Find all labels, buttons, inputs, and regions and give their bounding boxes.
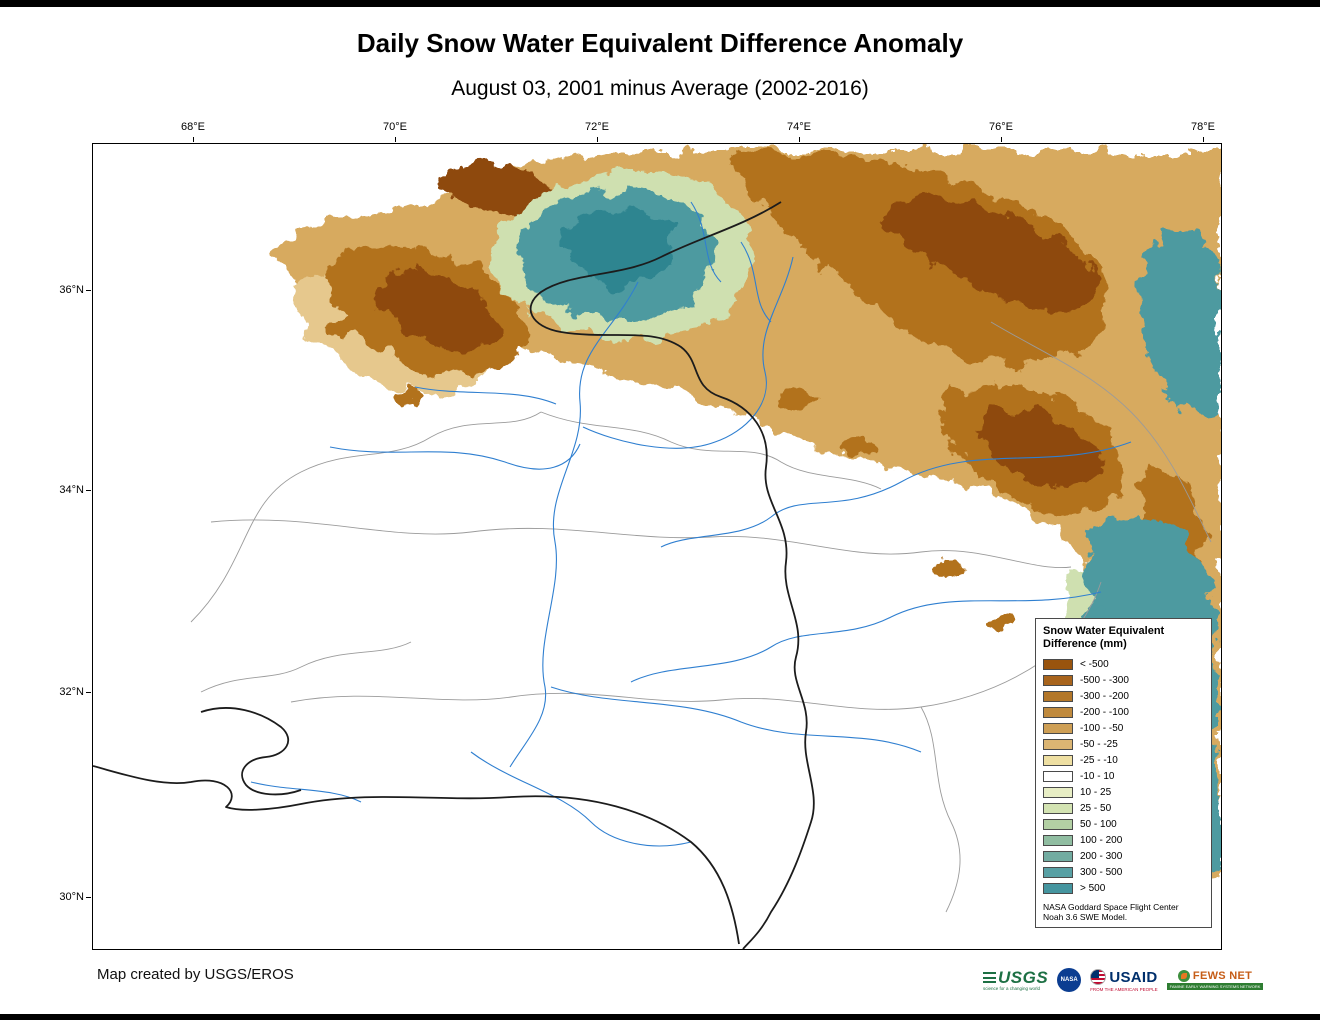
usgs-logo: USGS science for a changing world (983, 969, 1048, 991)
y-tick-mark (86, 897, 91, 898)
x-tick-mark (395, 137, 396, 142)
legend: Snow Water Equivalent Difference (mm) < … (1035, 618, 1212, 928)
legend-row: 200 - 300 (1043, 848, 1204, 864)
x-tick-mark (1001, 137, 1002, 142)
legend-swatch (1043, 738, 1073, 750)
y-tick-mark (86, 490, 91, 491)
legend-rows: < -500 -500 - -300 -300 - -200 -200 - -1… (1043, 656, 1204, 896)
boundaries-layer (93, 201, 815, 949)
watershed-lines-layer (190, 321, 1212, 913)
legend-label: -50 - -25 (1080, 738, 1118, 750)
nasa-logo: NASA (1057, 968, 1082, 992)
page-subtitle: August 03, 2001 minus Average (2002-2016… (451, 77, 869, 100)
nasa-logo-text: NASA (1060, 977, 1078, 983)
legend-swatch (1043, 850, 1073, 862)
rivers-layer (250, 201, 1132, 847)
x-tick-mark (597, 137, 598, 142)
legend-label: -25 - -10 (1080, 754, 1118, 766)
legend-row: > 500 (1043, 880, 1204, 896)
legend-row: 10 - 25 (1043, 784, 1204, 800)
usaid-tagline: FROM THE AMERICAN PEOPLE (1090, 986, 1158, 992)
x-tick-label: 74°E (787, 121, 811, 133)
page-title: Daily Snow Water Equivalent Difference A… (356, 28, 964, 58)
map-credit: Map created by USGS/EROS (97, 966, 294, 983)
x-tick-mark (1203, 137, 1204, 142)
usgs-tagline: science for a changing world (983, 986, 1041, 991)
legend-row: -10 - 10 (1043, 768, 1204, 784)
legend-row: 50 - 100 (1043, 816, 1204, 832)
fewsnet-banner: FAMINE EARLY WARNING SYSTEMS NETWORK (1166, 983, 1264, 990)
legend-label: < -500 (1080, 658, 1109, 670)
legend-row: -200 - -100 (1043, 704, 1204, 720)
y-tick-label: 36°N (59, 284, 84, 296)
bottom-border (0, 1014, 1320, 1020)
usgs-logo-text: USGS (998, 968, 1049, 987)
legend-label: -200 - -100 (1080, 706, 1129, 718)
legend-swatch (1043, 866, 1073, 878)
x-tick-mark (799, 137, 800, 142)
y-tick-label: 30°N (59, 891, 84, 903)
y-tick-label: 34°N (59, 484, 84, 496)
usaid-logo: USAID FROM THE AMERICAN PEOPLE (1090, 969, 1157, 992)
x-tick-label: 72°E (585, 121, 609, 133)
legend-row: 300 - 500 (1043, 864, 1204, 880)
legend-swatch (1043, 770, 1073, 782)
legend-label: -100 - -50 (1080, 722, 1124, 734)
legend-label: 50 - 100 (1080, 818, 1117, 830)
x-tick-label: 76°E (989, 121, 1013, 133)
legend-swatch (1043, 818, 1073, 830)
legend-swatch (1043, 706, 1073, 718)
legend-label: 25 - 50 (1080, 802, 1112, 814)
legend-label: 300 - 500 (1080, 866, 1123, 878)
legend-row: -25 - -10 (1043, 752, 1204, 768)
legend-label: -500 - -300 (1080, 674, 1129, 686)
legend-source: NASA Goddard Space Flight Center Noah 3.… (1043, 902, 1179, 922)
legend-swatch (1043, 786, 1073, 798)
map-frame: Snow Water Equivalent Difference (mm) < … (92, 143, 1222, 950)
usgs-wave-icon (983, 972, 996, 983)
x-tick-label: 78°E (1191, 121, 1215, 133)
legend-swatch (1043, 674, 1073, 686)
legend-swatch (1043, 754, 1073, 766)
legend-label: -10 - 10 (1080, 770, 1115, 782)
legend-swatch (1043, 690, 1073, 702)
legend-swatch (1043, 834, 1073, 846)
legend-label: -300 - -200 (1080, 690, 1129, 702)
legend-swatch (1043, 802, 1073, 814)
legend-label: 200 - 300 (1080, 850, 1123, 862)
usaid-flag-icon (1090, 969, 1107, 985)
logo-strip: USGS science for a changing world NASA U… (983, 958, 1264, 1002)
x-tick-label: 70°E (383, 121, 407, 133)
x-tick-mark (193, 137, 194, 142)
usaid-logo-text: USAID (1109, 968, 1158, 986)
legend-row: -100 - -50 (1043, 720, 1204, 736)
legend-swatch (1043, 882, 1073, 894)
legend-swatch (1043, 658, 1073, 670)
y-tick-mark (86, 290, 91, 291)
y-tick-label: 32°N (59, 686, 84, 698)
x-tick-label: 68°E (181, 121, 205, 133)
legend-row: < -500 (1043, 656, 1204, 672)
legend-row: -500 - -300 (1043, 672, 1204, 688)
legend-row: 100 - 200 (1043, 832, 1204, 848)
legend-label: 10 - 25 (1080, 786, 1112, 798)
y-tick-mark (86, 692, 91, 693)
fewsnet-logo: FEWS NET FAMINE EARLY WARNING SYSTEMS NE… (1166, 970, 1264, 990)
legend-row: 25 - 50 (1043, 800, 1204, 816)
legend-row: -50 - -25 (1043, 736, 1204, 752)
legend-title: Snow Water Equivalent Difference (mm) (1043, 625, 1165, 650)
legend-label: > 500 (1080, 882, 1106, 894)
legend-swatch (1043, 722, 1073, 734)
fewsnet-logo-text: FEWS NET (1192, 970, 1253, 982)
top-border (0, 0, 1320, 7)
legend-label: 100 - 200 (1080, 834, 1123, 846)
legend-row: -300 - -200 (1043, 688, 1204, 704)
fewsnet-leaf-icon (1177, 970, 1190, 982)
